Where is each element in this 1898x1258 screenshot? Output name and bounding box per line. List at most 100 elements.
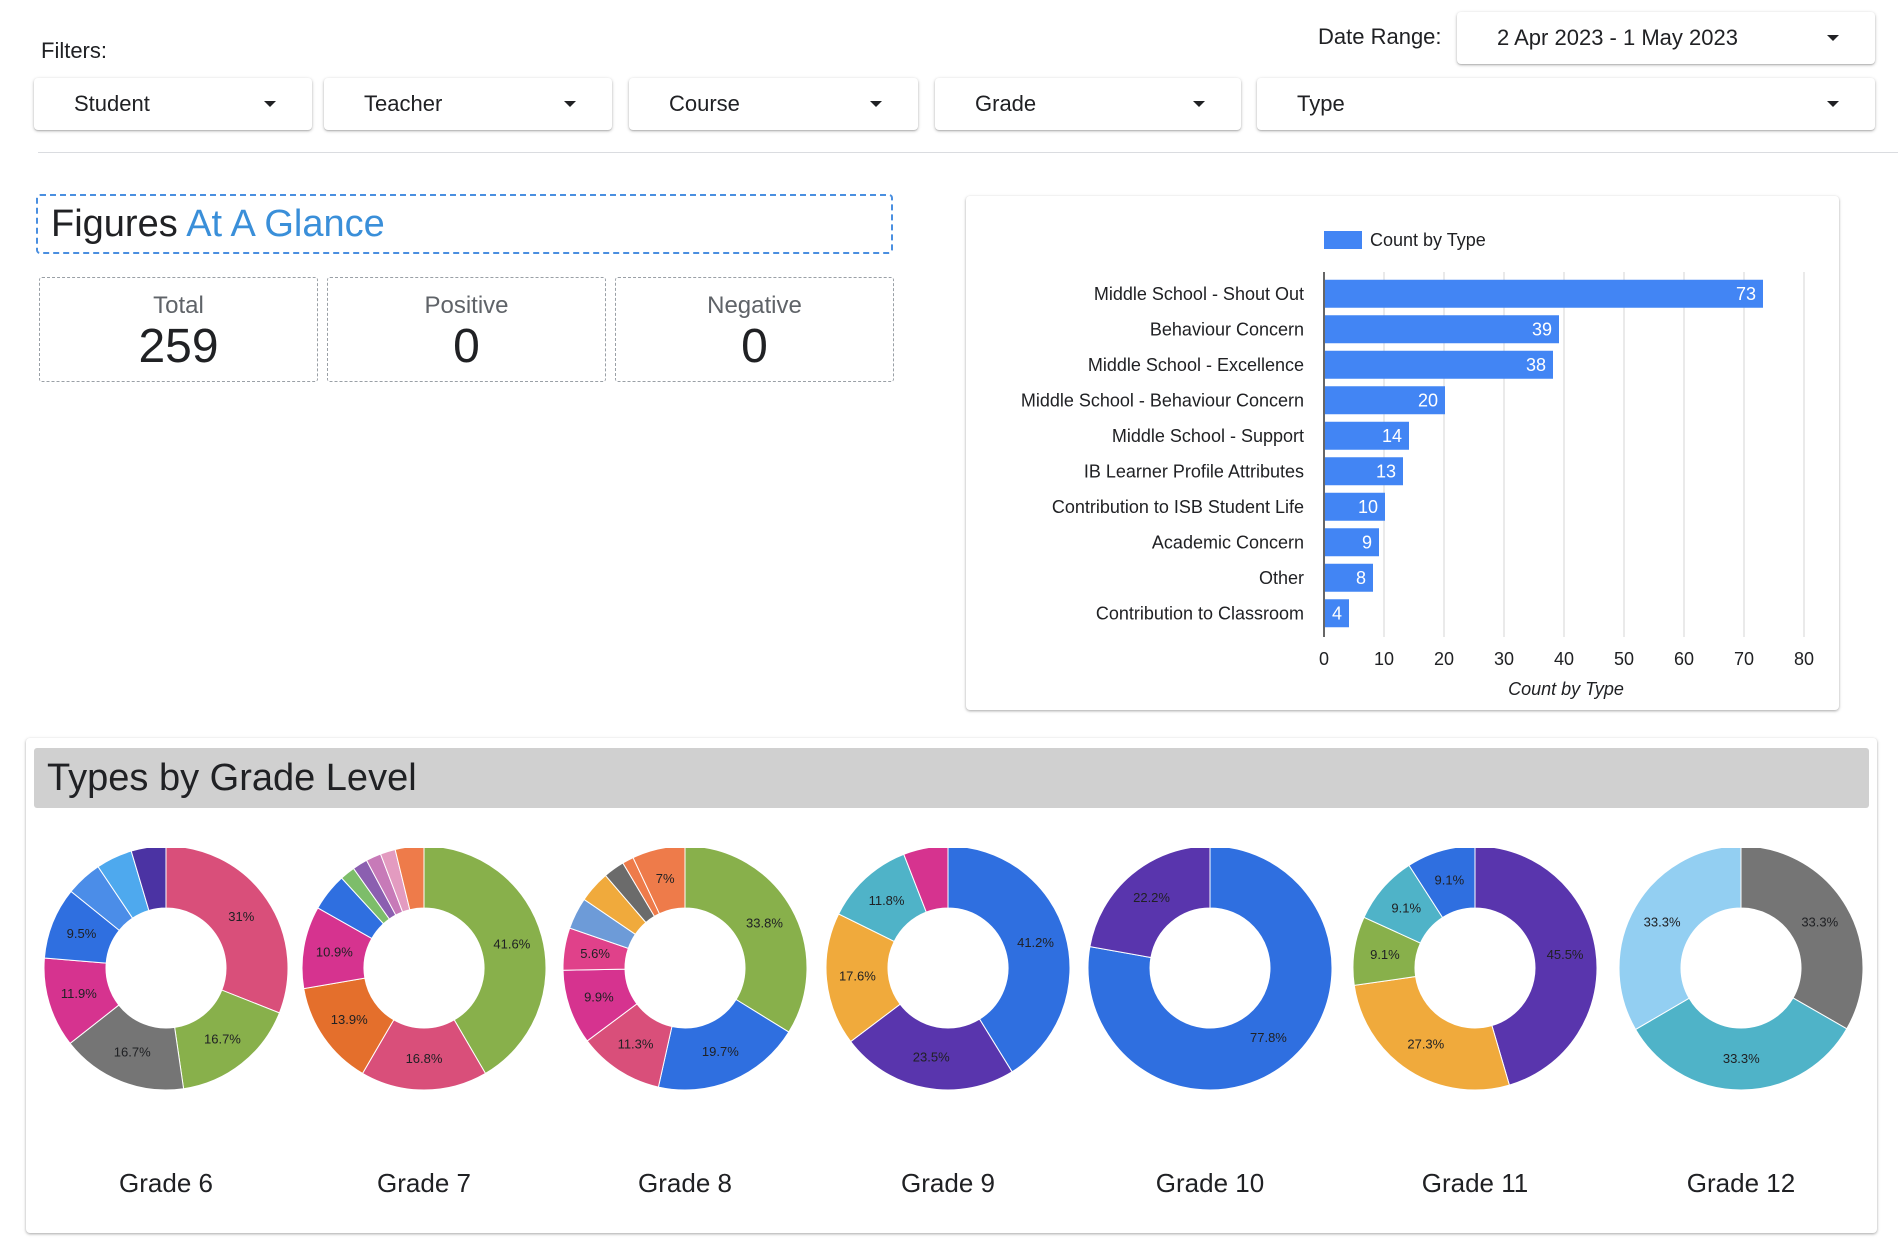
date-range-label: Date Range: [1318, 24, 1442, 49]
teacher-filter-dropdown[interactable]: Teacher [324, 78, 612, 130]
donut-chart: 77.8% 22.2% Grade 10 [1080, 848, 1340, 1208]
donut-slice [1740, 848, 1864, 1030]
bar [1325, 279, 1763, 308]
slice-label: 33.3% [1644, 915, 1681, 930]
category-label: Behaviour Concern [1150, 319, 1304, 339]
stat-negative: Negative 0 [615, 277, 894, 382]
donut-svg: 45.5% 27.3% 9.1% 9.1% 9.1% [1352, 848, 1598, 1091]
bar [1325, 386, 1445, 415]
glance-title-main: Figures [51, 203, 178, 245]
donut-slice [657, 998, 790, 1091]
stat-value: 0 [741, 320, 768, 373]
slice-label: 11.3% [618, 1036, 654, 1051]
donut-chart: 33.8% 19.7% 11.3% 9.9% 5.6% 7% Grade 8 [555, 848, 815, 1208]
bar [1325, 528, 1379, 557]
grade-filter-dropdown[interactable]: Grade [935, 78, 1241, 130]
slice-label: 16.7% [114, 1045, 151, 1060]
donut-grade-label: Grade 12 [1686, 1168, 1796, 1198]
slice-label: 41.6% [493, 936, 530, 951]
chevron-down-icon [564, 101, 576, 107]
stat-label: Negative [707, 292, 802, 319]
course-filter-label: Course [669, 91, 740, 116]
type-filter-label: Type [1297, 91, 1345, 116]
student-filter-dropdown[interactable]: Student [34, 78, 312, 130]
slice-label: 31% [228, 909, 254, 924]
category-label: Middle School - Excellence [1088, 355, 1304, 375]
data-label: 9 [1362, 532, 1372, 552]
slice-label: 17.6% [839, 969, 876, 984]
x-tick-label: 40 [1554, 649, 1574, 669]
stat-label: Positive [424, 292, 509, 319]
donut-slice [394, 848, 425, 911]
donut-slice [1089, 848, 1211, 959]
donut-svg: 33.8% 19.7% 11.3% 9.9% 5.6% 7% [562, 848, 808, 1091]
course-filter-dropdown[interactable]: Course [629, 78, 918, 130]
divider [38, 152, 1898, 153]
slice-label: 9.1% [1435, 873, 1465, 888]
category-label: Other [1259, 568, 1304, 588]
filters-label: Filters: [41, 38, 107, 63]
donut-grade-label: Grade 7 [377, 1168, 471, 1198]
donut-chart: 41.2% 23.5% 17.6% 11.8% Grade 9 [818, 848, 1078, 1208]
donut-slice [423, 848, 547, 1075]
donut-slice [632, 848, 686, 915]
types-by-grade-title: Types by Grade Level [34, 748, 1869, 808]
donut-slice [165, 848, 289, 1014]
date-range-dropdown[interactable]: 2 Apr 2023 - 1 May 2023 [1457, 12, 1875, 64]
x-tick-label: 60 [1674, 649, 1694, 669]
slice-label: 16.8% [406, 1051, 443, 1066]
data-label: 4 [1332, 603, 1342, 623]
bar [1325, 421, 1409, 450]
donut-slice [130, 848, 167, 912]
slice-label: 23.5% [913, 1049, 950, 1064]
category-label: Contribution to ISB Student Life [1052, 497, 1304, 517]
bar [1325, 315, 1559, 344]
donut-svg: 41.6% 16.8% 13.9% 10.9% [301, 848, 547, 1091]
type-filter-dropdown[interactable]: Type [1257, 78, 1875, 130]
x-tick-label: 20 [1434, 649, 1454, 669]
donut-chart: 41.6% 16.8% 13.9% 10.9% Grade 7 [294, 848, 554, 1208]
types-by-grade-card: Types by Grade Level 31% 16.7% 16.7% 11.9% 9… [26, 738, 1877, 1233]
category-label: Middle School - Shout Out [1094, 284, 1304, 304]
data-label: 39 [1532, 319, 1552, 339]
data-label: 8 [1356, 568, 1366, 588]
x-tick-label: 10 [1374, 649, 1394, 669]
donut-chart: 33.3% 33.3% 33.3% Grade 12 [1611, 848, 1871, 1208]
chevron-down-icon [870, 101, 882, 107]
donut-grade-label: Grade 11 [1421, 1168, 1529, 1198]
category-label: Middle School - Behaviour Concern [1021, 390, 1304, 410]
legend-label: Count by Type [1370, 230, 1486, 250]
x-tick-label: 50 [1614, 649, 1634, 669]
bar [1325, 350, 1553, 379]
data-label: 10 [1358, 497, 1378, 517]
donut-grade-label: Grade 8 [638, 1168, 732, 1198]
slice-label: 9.1% [1370, 947, 1400, 962]
slice-label: 5.6% [580, 946, 610, 961]
slice-label: 19.7% [702, 1044, 739, 1059]
slice-label: 45.5% [1547, 947, 1584, 962]
slice-label: 10.9% [316, 944, 353, 959]
category-label: Contribution to Classroom [1096, 603, 1304, 623]
data-label: 20 [1418, 390, 1438, 410]
student-filter-label: Student [74, 91, 150, 116]
slice-label: 16.7% [204, 1031, 241, 1046]
slice-label: 77.8% [1250, 1030, 1287, 1045]
donut-grade-label: Grade 10 [1155, 1168, 1265, 1198]
legend-swatch [1324, 231, 1362, 249]
slice-label: 7% [656, 871, 675, 886]
category-label: Middle School - Support [1112, 426, 1304, 446]
category-label: Academic Concern [1152, 532, 1304, 552]
donut-chart: 31% 16.7% 16.7% 11.9% 9.5% Grade 6 [36, 848, 296, 1208]
donut-slice [1087, 848, 1333, 1091]
stat-value: 259 [138, 320, 219, 373]
data-label: 38 [1526, 355, 1546, 375]
chevron-down-icon [1827, 101, 1839, 107]
glance-title-accent: At A Glance [186, 203, 385, 245]
x-tick-label: 80 [1794, 649, 1814, 669]
donut-slice [1618, 848, 1742, 1031]
donut-slice [1353, 975, 1510, 1091]
stat-value: 0 [453, 320, 480, 373]
donut-chart: 45.5% 27.3% 9.1% 9.1% 9.1% Grade 11 [1345, 848, 1605, 1208]
teacher-filter-label: Teacher [364, 91, 443, 116]
donut-slice [903, 848, 949, 913]
